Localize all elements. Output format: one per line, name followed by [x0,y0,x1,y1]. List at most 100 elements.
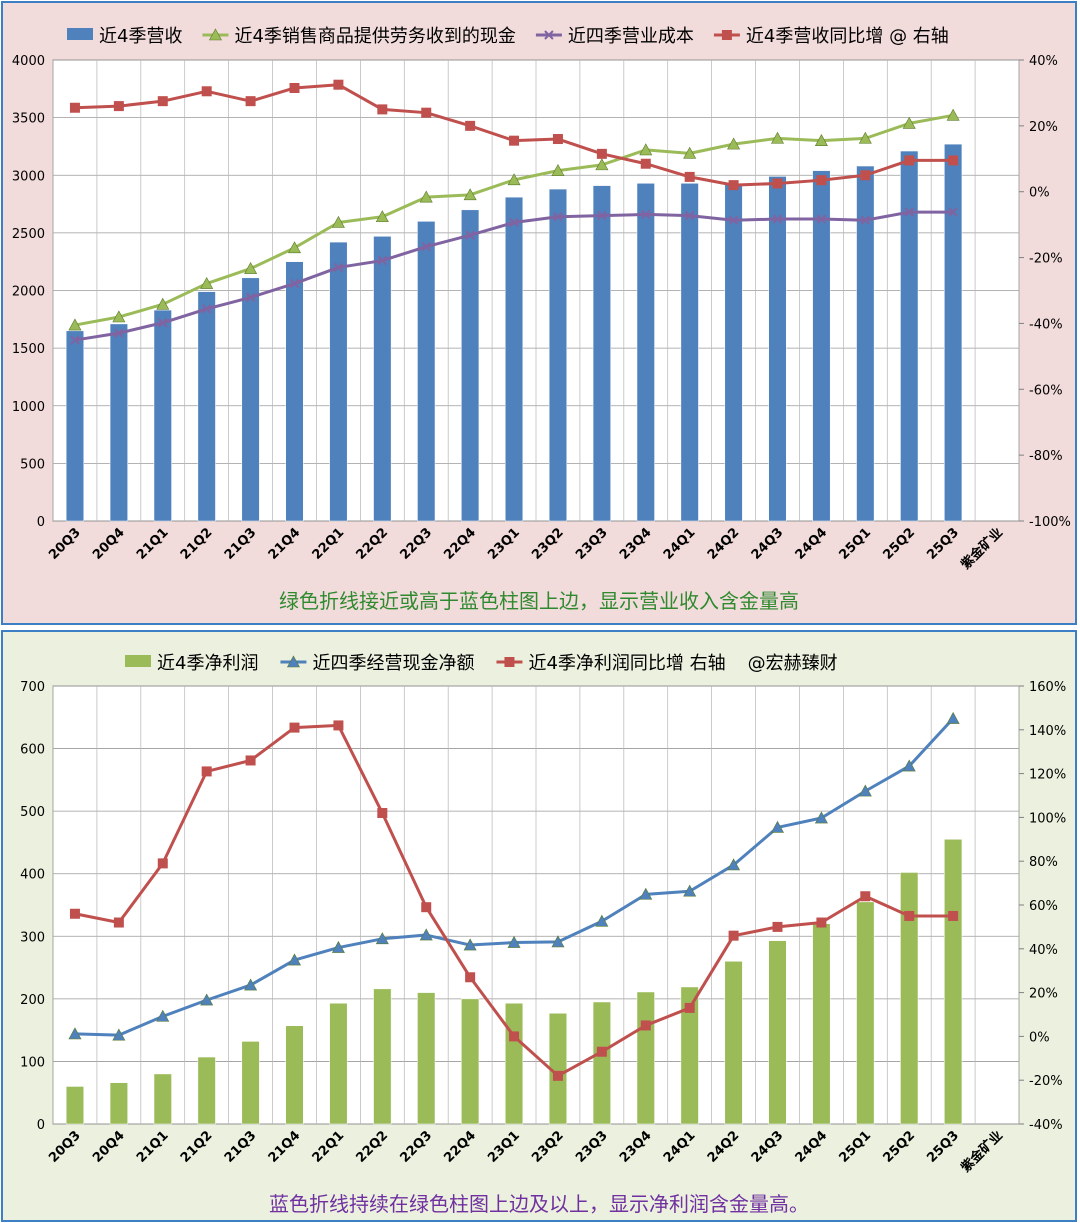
data-point [596,1046,607,1057]
data-point [69,102,80,113]
data-point [772,178,783,189]
revenue-chart-panel: 0 500 1000 1500 2000 2500 3000 3500 4000 -100% -80… [1,1,1077,625]
y-left-tick-label: 2000 [12,285,45,300]
bar [812,923,831,1125]
data-point [858,131,872,144]
data-point [904,155,915,166]
y-left-tick-label: 0 [37,515,45,530]
y-left-tick-label: 1000 [12,400,45,415]
data-point [69,908,80,919]
bar [724,183,743,522]
legend-marker [208,28,222,41]
data-point [245,96,256,107]
legend-swatch [67,28,93,40]
data-point [640,158,651,169]
x-tick-label: 25Q3 [924,525,962,563]
bar [373,988,392,1125]
data-point [509,1031,520,1042]
y-right-tick-label: 0% [1029,186,1050,201]
y-right-tick-label: 20% [1029,987,1058,1002]
y-right-tick-label: -40% [1029,1118,1063,1133]
data-point [244,978,258,991]
data-point [287,953,302,966]
legend-marker [286,655,300,668]
data-point [639,143,653,156]
y-left-tick-label: 100 [20,1055,45,1070]
data-point [509,217,519,228]
data-point [156,297,170,310]
data-point [551,164,565,176]
data-point [728,930,739,941]
bar [592,185,611,522]
x-tick-label: 22Q1 [310,525,348,563]
data-point [112,1028,126,1041]
x-tick-label: 22Q2 [354,525,392,563]
data-point [684,171,695,182]
x-tick-label: 22Q4 [441,1128,479,1166]
bar [812,170,831,522]
data-point [421,902,432,913]
data-point [770,820,785,833]
y-right-tick-label: 100% [1029,811,1066,826]
y-left-tick-label: 600 [20,743,45,758]
bar [461,998,480,1125]
data-point [421,107,432,118]
data-point [770,131,785,144]
data-point [421,241,431,252]
bar [329,241,348,522]
legend-label: 近4季营收同比增 @ 右轴 [746,26,949,47]
data-point [946,108,960,121]
legend-label: 近4季净利润同比增 右轴 [528,653,725,674]
bar [65,330,84,522]
bar [548,188,567,522]
y-right-tick-label: 140% [1029,724,1066,739]
data-point [158,318,168,328]
legend: 近4季净利润 近四季经营现金净额 近4季净利润同比增 右轴 @宏赫臻财 [125,653,838,674]
data-point [113,101,124,112]
bar [900,872,919,1125]
data-point [463,938,477,951]
bar [373,236,392,522]
y-right-tick-label: -60% [1029,383,1063,398]
data-point [375,210,389,223]
x-tick-label: 24Q1 [661,1128,699,1166]
data-point [289,722,300,733]
data-point [596,148,607,159]
bar [109,1082,128,1125]
y-left-tick-label: 1500 [12,342,45,357]
data-point [595,914,609,927]
data-point [465,120,476,131]
x-tick-label: 23Q1 [485,525,523,563]
legend-label: 近四季经营现金净额 [312,653,474,674]
data-point [200,276,214,289]
data-point [68,318,82,331]
data-point [902,759,916,772]
bar [417,992,436,1125]
bar [505,1002,524,1125]
data-point [858,784,872,797]
legend-label: 近4季营收 [99,26,182,47]
y-right-tick-label: -20% [1029,1074,1063,1089]
data-point [375,932,389,945]
data-point [377,104,388,115]
y-right-tick-label: 80% [1029,855,1058,870]
data-point [419,928,433,941]
bar [505,196,524,522]
legend: 近4季营收 近4季销售商品提供劳务收到的现金 近四季营业成本 近4季营收同比增 @ 右… [67,26,949,47]
data-point [860,215,871,225]
data-point [333,720,344,731]
x-tick-label: 21Q2 [178,525,216,563]
y-left-tick-label: 2500 [12,227,45,242]
bar [461,209,480,522]
data-point [640,1020,651,1031]
bar [680,986,699,1125]
y-left-tick-label: 400 [20,868,45,883]
bar [768,176,787,522]
data-point [641,209,651,220]
bar [109,323,128,522]
data-point [816,175,827,186]
legend-label: 近四季营业成本 [568,26,694,47]
data-point [727,137,741,150]
x-tick-label: 紫金矿业 [958,1128,1006,1176]
y-right-tick-label: -40% [1029,317,1063,332]
